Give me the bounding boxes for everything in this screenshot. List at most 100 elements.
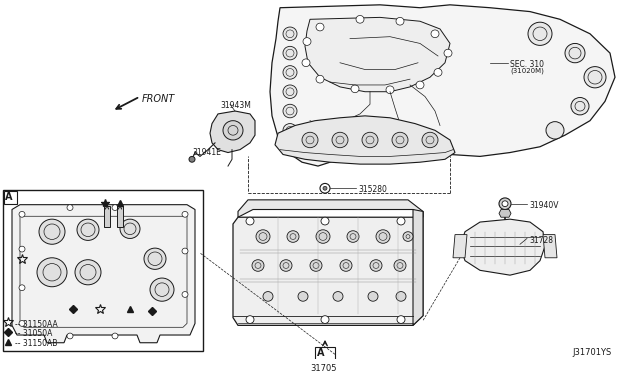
Circle shape bbox=[321, 217, 329, 225]
Circle shape bbox=[376, 230, 390, 243]
Text: A: A bbox=[317, 347, 324, 357]
Circle shape bbox=[362, 132, 378, 148]
Circle shape bbox=[434, 68, 442, 76]
Circle shape bbox=[528, 22, 552, 45]
Text: 31728: 31728 bbox=[529, 235, 553, 244]
Circle shape bbox=[431, 30, 439, 38]
Polygon shape bbox=[499, 209, 511, 217]
Bar bbox=[117, 206, 123, 227]
Circle shape bbox=[182, 292, 188, 297]
Circle shape bbox=[565, 44, 585, 63]
Polygon shape bbox=[275, 116, 455, 164]
Circle shape bbox=[302, 59, 310, 67]
Circle shape bbox=[340, 260, 352, 271]
Circle shape bbox=[246, 217, 254, 225]
Circle shape bbox=[37, 258, 67, 287]
Bar bbox=[315, 347, 335, 360]
Circle shape bbox=[310, 260, 322, 271]
Polygon shape bbox=[453, 235, 467, 258]
Polygon shape bbox=[305, 17, 450, 92]
Circle shape bbox=[302, 132, 318, 148]
Circle shape bbox=[223, 121, 243, 140]
Circle shape bbox=[370, 260, 382, 271]
Circle shape bbox=[546, 122, 564, 139]
Text: (31020M): (31020M) bbox=[510, 68, 544, 74]
Text: 31940V: 31940V bbox=[529, 201, 559, 210]
Polygon shape bbox=[233, 211, 423, 326]
Text: 31941E: 31941E bbox=[192, 148, 221, 157]
Circle shape bbox=[182, 248, 188, 254]
Circle shape bbox=[67, 205, 73, 211]
Text: J31701YS: J31701YS bbox=[572, 347, 611, 357]
Circle shape bbox=[321, 316, 329, 323]
Circle shape bbox=[397, 316, 405, 323]
Circle shape bbox=[39, 219, 65, 244]
Circle shape bbox=[386, 86, 394, 94]
Circle shape bbox=[189, 156, 195, 162]
Circle shape bbox=[422, 132, 438, 148]
Circle shape bbox=[112, 333, 118, 339]
Text: A: A bbox=[5, 192, 13, 202]
Circle shape bbox=[396, 17, 404, 25]
Circle shape bbox=[283, 85, 297, 99]
Circle shape bbox=[351, 85, 359, 93]
Polygon shape bbox=[238, 200, 423, 217]
Circle shape bbox=[19, 246, 25, 252]
Polygon shape bbox=[460, 219, 545, 275]
Circle shape bbox=[403, 232, 413, 241]
Circle shape bbox=[368, 292, 378, 301]
Polygon shape bbox=[413, 209, 423, 326]
Text: 31705: 31705 bbox=[310, 364, 337, 372]
Circle shape bbox=[283, 104, 297, 118]
Circle shape bbox=[280, 260, 292, 271]
Text: -- 31150AA: -- 31150AA bbox=[15, 320, 58, 328]
Circle shape bbox=[150, 278, 174, 301]
Circle shape bbox=[416, 81, 424, 89]
Text: 31943M: 31943M bbox=[220, 102, 251, 110]
Circle shape bbox=[19, 285, 25, 291]
Circle shape bbox=[397, 217, 405, 225]
Circle shape bbox=[19, 211, 25, 217]
Circle shape bbox=[287, 231, 299, 242]
Circle shape bbox=[584, 67, 606, 88]
Circle shape bbox=[19, 321, 25, 326]
Circle shape bbox=[444, 49, 452, 57]
Circle shape bbox=[75, 260, 101, 285]
Circle shape bbox=[502, 201, 508, 206]
Circle shape bbox=[316, 230, 330, 243]
Text: SEC. 310: SEC. 310 bbox=[510, 60, 544, 69]
Circle shape bbox=[182, 211, 188, 217]
Circle shape bbox=[283, 124, 297, 137]
Circle shape bbox=[332, 132, 348, 148]
Text: -- 31150AB: -- 31150AB bbox=[15, 339, 58, 348]
Circle shape bbox=[316, 23, 324, 31]
Bar bbox=[3, 190, 203, 352]
Circle shape bbox=[256, 230, 270, 243]
Polygon shape bbox=[210, 111, 255, 153]
Text: 315280: 315280 bbox=[358, 185, 387, 194]
Circle shape bbox=[263, 292, 273, 301]
Polygon shape bbox=[543, 235, 557, 258]
Circle shape bbox=[283, 27, 297, 41]
Circle shape bbox=[298, 292, 308, 301]
Circle shape bbox=[571, 97, 589, 115]
Circle shape bbox=[283, 46, 297, 60]
Text: FRONT: FRONT bbox=[142, 94, 175, 104]
Polygon shape bbox=[270, 5, 615, 166]
Circle shape bbox=[394, 260, 406, 271]
Circle shape bbox=[333, 292, 343, 301]
Text: -- 31050A: -- 31050A bbox=[15, 329, 52, 338]
Circle shape bbox=[252, 260, 264, 271]
Bar bbox=[4, 191, 17, 204]
Bar bbox=[104, 206, 110, 227]
Circle shape bbox=[246, 316, 254, 323]
Circle shape bbox=[347, 231, 359, 242]
Circle shape bbox=[112, 205, 118, 211]
Circle shape bbox=[323, 186, 327, 190]
Polygon shape bbox=[12, 205, 195, 343]
Circle shape bbox=[77, 219, 99, 240]
Circle shape bbox=[316, 75, 324, 83]
Circle shape bbox=[283, 65, 297, 79]
Circle shape bbox=[120, 219, 140, 238]
Circle shape bbox=[392, 132, 408, 148]
